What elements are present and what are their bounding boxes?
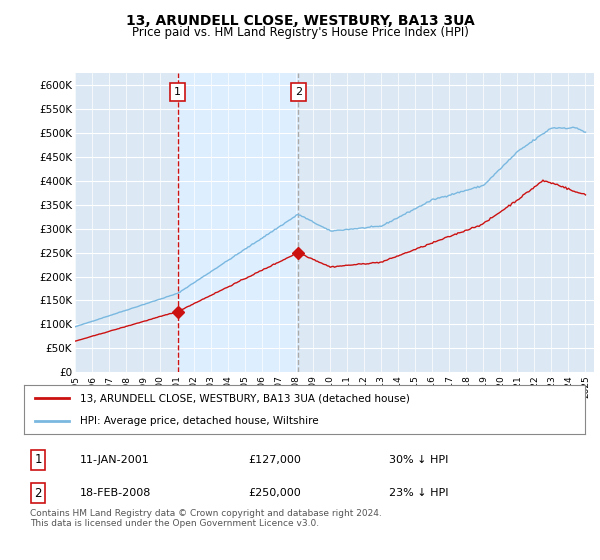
Text: Contains HM Land Registry data © Crown copyright and database right 2024.
This d: Contains HM Land Registry data © Crown c… xyxy=(29,509,382,528)
Bar xyxy=(178,73,298,372)
Text: 1: 1 xyxy=(34,454,42,466)
Text: 13, ARUNDELL CLOSE, WESTBURY, BA13 3UA: 13, ARUNDELL CLOSE, WESTBURY, BA13 3UA xyxy=(125,14,475,28)
Text: 23% ↓ HPI: 23% ↓ HPI xyxy=(389,488,448,498)
Text: 13, ARUNDELL CLOSE, WESTBURY, BA13 3UA (detached house): 13, ARUNDELL CLOSE, WESTBURY, BA13 3UA (… xyxy=(80,393,410,403)
Text: 2: 2 xyxy=(295,87,302,97)
Text: £127,000: £127,000 xyxy=(248,455,301,465)
Text: £250,000: £250,000 xyxy=(248,488,301,498)
Text: HPI: Average price, detached house, Wiltshire: HPI: Average price, detached house, Wilt… xyxy=(80,416,319,426)
Text: 30% ↓ HPI: 30% ↓ HPI xyxy=(389,455,448,465)
Text: 18-FEB-2008: 18-FEB-2008 xyxy=(80,488,151,498)
Text: 2: 2 xyxy=(34,487,42,500)
Text: 11-JAN-2001: 11-JAN-2001 xyxy=(80,455,150,465)
Text: Price paid vs. HM Land Registry's House Price Index (HPI): Price paid vs. HM Land Registry's House … xyxy=(131,26,469,39)
Text: 1: 1 xyxy=(174,87,181,97)
